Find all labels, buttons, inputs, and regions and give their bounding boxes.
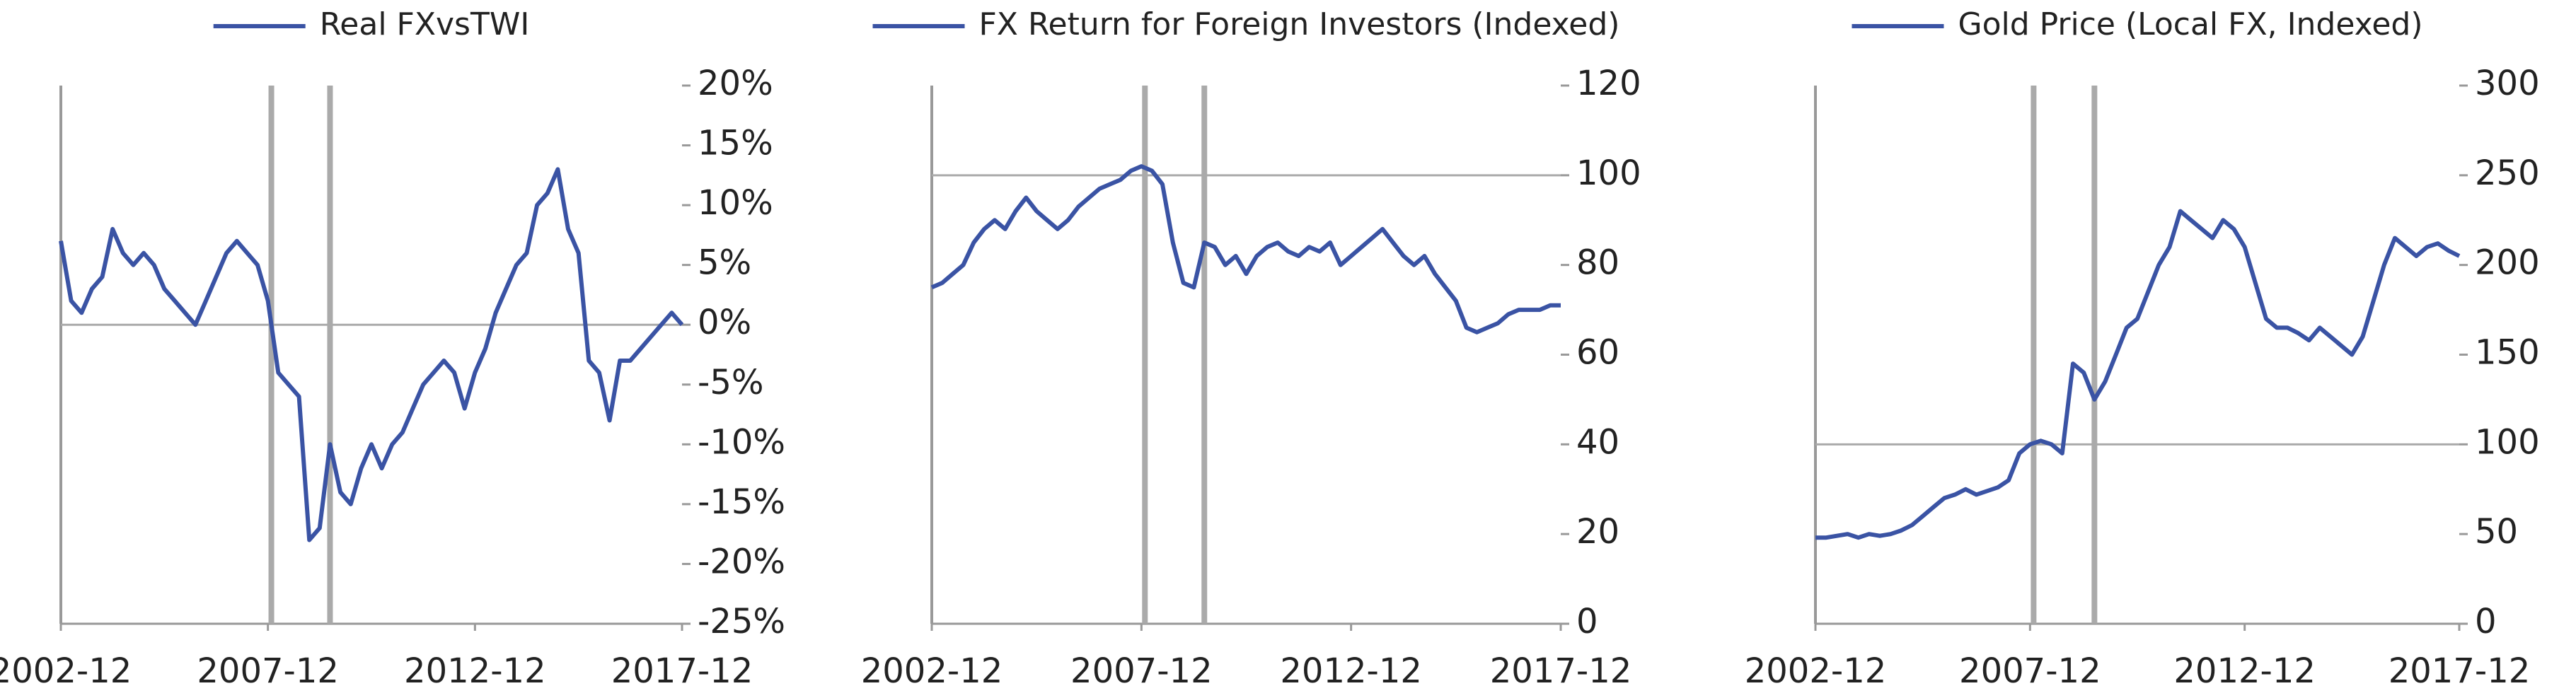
y-tick-label: 20 <box>1576 512 1619 552</box>
x-tick-label: 2007-12 <box>197 651 339 691</box>
x-tick-label: 2007-12 <box>1070 651 1213 691</box>
x-tick-label: 2002-12 <box>0 651 132 691</box>
y-tick-label: -5% <box>698 363 763 402</box>
y-tick-label: 150 <box>2475 333 2540 373</box>
y-tick-label: 50 <box>2475 512 2518 552</box>
y-tick-label: -10% <box>698 422 785 462</box>
legend-label: Gold Price (Local FX, Indexed) <box>1958 6 2422 42</box>
y-tick-label: 60 <box>1576 333 1619 373</box>
legend-label: Real FXvsTWI <box>320 6 530 42</box>
y-tick-label: 40 <box>1576 422 1619 462</box>
x-tick-label: 2012-12 <box>404 651 546 691</box>
x-tick-label: 2017-12 <box>1490 651 1632 691</box>
x-tick-label: 2002-12 <box>861 651 1003 691</box>
y-tick-label: 10% <box>698 183 773 223</box>
y-tick-label: 120 <box>1576 64 1641 103</box>
series-line <box>930 164 1561 335</box>
y-tick-label: 300 <box>2475 64 2540 103</box>
y-tick-label: 5% <box>698 243 751 283</box>
y-tick-label: 20% <box>698 64 773 103</box>
y-tick-label: 250 <box>2475 153 2540 193</box>
series-line <box>1815 209 2461 540</box>
y-tick-label: 200 <box>2475 243 2540 283</box>
y-tick-label: 0 <box>1576 602 1598 641</box>
y-tick-label: 0 <box>2475 602 2497 641</box>
legend-label: FX Return for Foreign Investors (Indexed… <box>979 6 1620 42</box>
x-tick-label: 2012-12 <box>2173 651 2316 691</box>
y-tick-label: 15% <box>698 124 773 163</box>
y-tick-label: 100 <box>2475 422 2540 462</box>
x-tick-label: 2002-12 <box>1745 651 1887 691</box>
y-tick-label: 80 <box>1576 243 1619 283</box>
x-tick-label: 2012-12 <box>1280 651 1422 691</box>
y-tick-label: 0% <box>698 303 751 342</box>
y-tick-label: -20% <box>698 542 785 581</box>
y-tick-label: -25% <box>698 602 785 641</box>
y-tick-label: 100 <box>1576 153 1641 193</box>
x-tick-label: 2017-12 <box>2389 651 2531 691</box>
x-tick-label: 2017-12 <box>611 651 753 691</box>
series-line <box>59 167 684 542</box>
y-tick-label: -15% <box>698 482 785 522</box>
x-tick-label: 2007-12 <box>1959 651 2101 691</box>
